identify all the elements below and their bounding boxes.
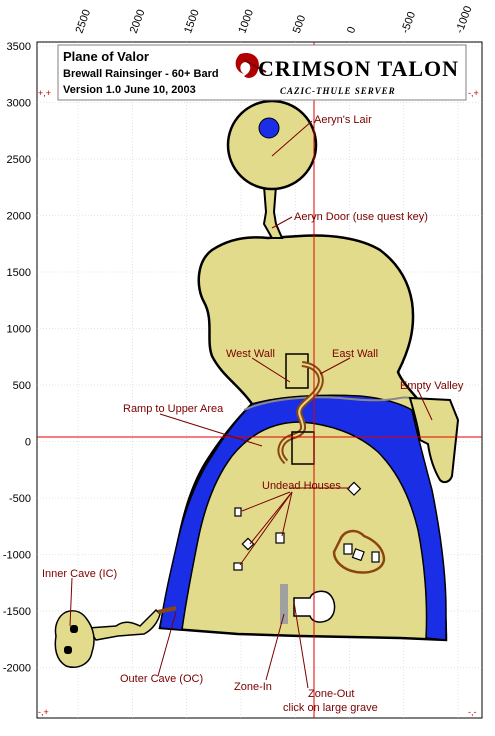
label-aeryns-lair: Aeryn's Lair <box>314 114 372 126</box>
x-tick-label: 500 <box>291 14 309 35</box>
corner-top-right: -,+ <box>468 88 479 98</box>
corner-top-left: +,+ <box>38 88 51 98</box>
aeryns-lair-pool <box>258 117 280 139</box>
cave-marker-1 <box>70 625 78 633</box>
undead-house <box>343 543 353 555</box>
brand-logo-text: CRIMSON TALON <box>258 56 459 81</box>
label-zone-out-note: click on large grave <box>283 702 378 714</box>
corner-bottom-right: -,- <box>468 707 477 717</box>
zone-in-pad <box>280 584 288 624</box>
header-box <box>57 44 467 101</box>
cave-tunnel <box>86 608 161 641</box>
y-tick-label: -500 <box>9 493 31 505</box>
label-ramp: Ramp to Upper Area <box>123 403 224 415</box>
lair-connector <box>262 185 284 239</box>
y-tick-label: 0 <box>25 437 31 449</box>
x-tick-label: 2000 <box>128 8 148 35</box>
aeryns-lair-land <box>226 99 318 191</box>
y-tick-label: 2000 <box>7 211 31 223</box>
label-zone-in: Zone-In <box>234 681 272 693</box>
corner-bottom-left: -,+ <box>38 707 49 717</box>
label-aeryn-door: Aeryn Door (use quest key) <box>294 211 428 223</box>
y-tick-label: 500 <box>13 380 31 392</box>
y-tick-label: 3000 <box>7 98 31 110</box>
empty-valley-land <box>408 396 460 484</box>
y-tick-label: 3500 <box>7 41 31 53</box>
undead-house <box>371 551 380 563</box>
undead-house <box>351 548 365 562</box>
label-zone-out: Zone-Out <box>308 688 354 700</box>
label-east-wall: East Wall <box>332 348 378 360</box>
version-line: Version 1.0 June 10, 2003 <box>63 84 196 96</box>
label-outer-cave: Outer Cave (OC) <box>120 673 203 685</box>
label-undead-houses: Undead Houses <box>262 480 341 492</box>
label-empty-valley: Empty Valley <box>400 380 464 392</box>
y-tick-label: 2500 <box>7 154 31 166</box>
outer-cave-bridge <box>157 606 177 614</box>
leader-lines <box>69 120 433 689</box>
label-inner-cave: Inner Cave (IC) <box>42 568 117 580</box>
y-axis-ticks: 3500 3000 2500 2000 1500 1000 500 0 -500 -1000 -15… <box>3 41 31 675</box>
author-line: Brewall Rainsinger - 60+ Bard <box>63 68 219 80</box>
server-name: CAZIC-THULE SERVER <box>280 86 396 96</box>
label-west-wall: West Wall <box>226 348 275 360</box>
undead-house <box>234 507 242 517</box>
x-tick-label: -1000 <box>454 4 475 35</box>
undead-house <box>241 537 255 551</box>
lake <box>159 394 447 641</box>
undead-house <box>346 481 362 496</box>
talon-emblem-icon <box>235 52 267 78</box>
x-tick-label: 2500 <box>74 8 94 35</box>
x-tick-label: -500 <box>399 10 418 35</box>
map-title: Plane of Valor <box>63 49 149 64</box>
undead-house <box>275 532 285 544</box>
y-tick-label: 1000 <box>7 324 31 336</box>
x-tick-label: 0 <box>345 25 358 35</box>
undead-house <box>233 562 243 571</box>
x-tick-label: 1000 <box>236 8 256 35</box>
map-header: Plane of Valor Brewall Rainsinger - 60+ … <box>57 44 467 101</box>
cave-marker-2 <box>64 646 72 654</box>
y-tick-label: -1000 <box>3 550 31 562</box>
west-wall-structure <box>285 353 309 389</box>
east-wall-ramp-inner <box>279 363 322 463</box>
y-tick-label: 1500 <box>7 267 31 279</box>
y-tick-label: -2000 <box>3 663 31 675</box>
x-tick-label: 1500 <box>182 8 202 35</box>
house-cluster-fence <box>332 529 386 574</box>
y-tick-label: -1500 <box>3 606 31 618</box>
